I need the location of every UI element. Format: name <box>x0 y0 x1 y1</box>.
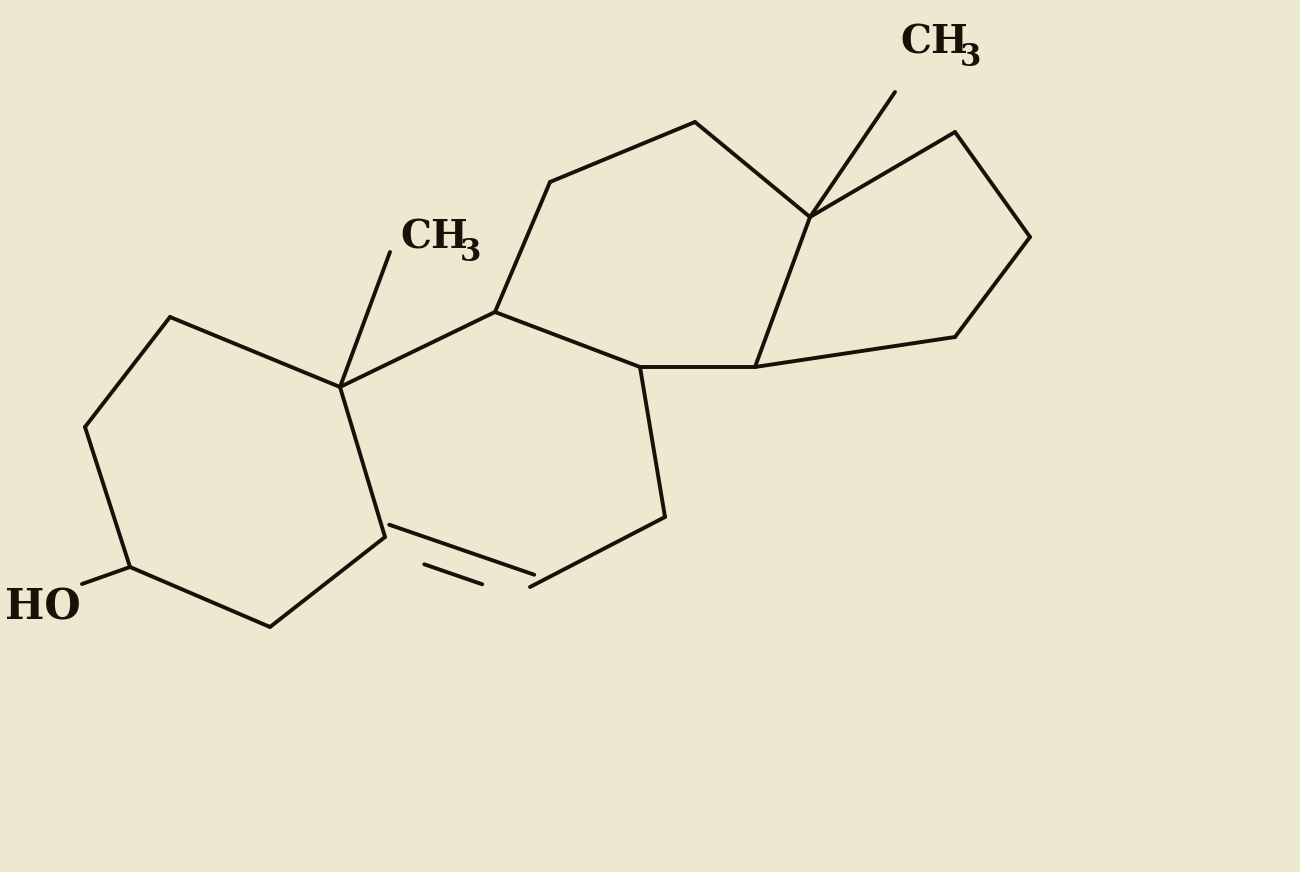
Text: HO: HO <box>5 586 81 628</box>
Text: 3: 3 <box>959 42 982 72</box>
Text: 3: 3 <box>460 236 481 268</box>
Text: CH: CH <box>900 23 967 61</box>
Text: CH: CH <box>400 218 468 256</box>
